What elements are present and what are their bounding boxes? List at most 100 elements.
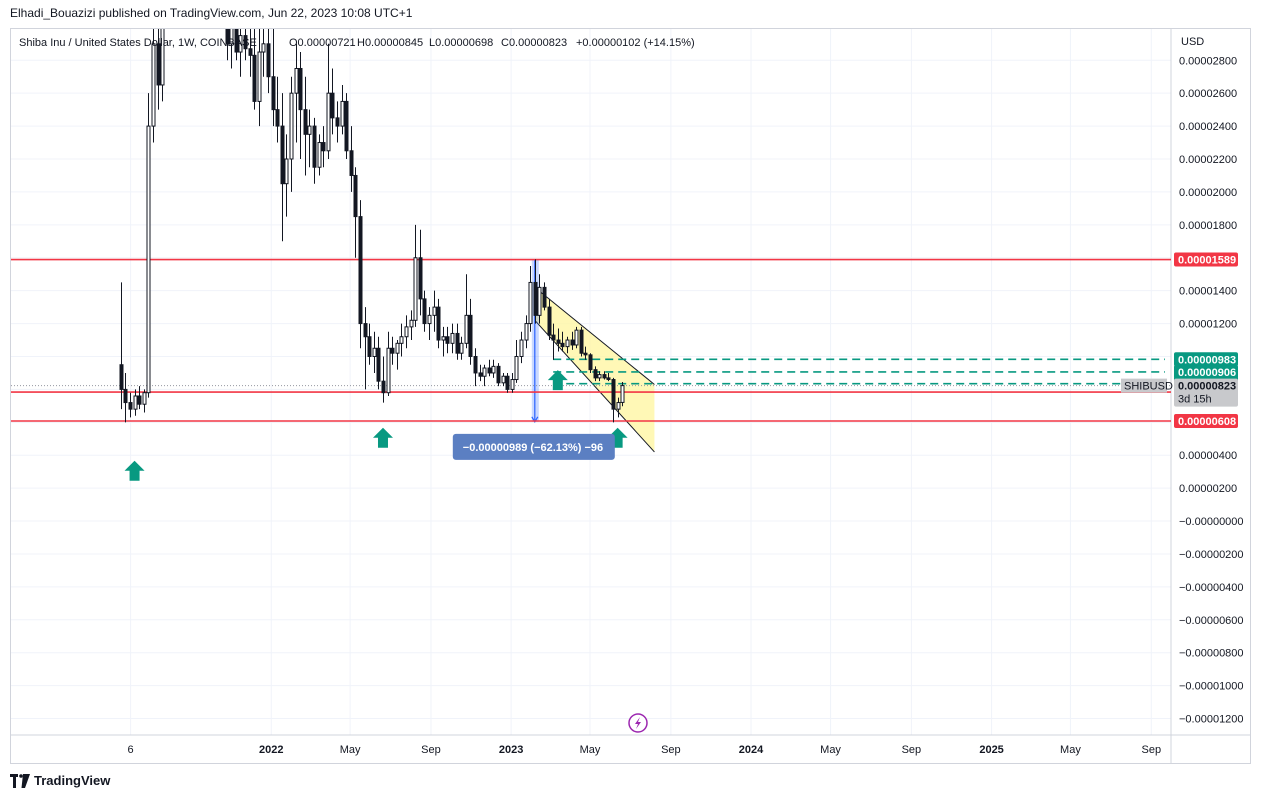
candle-body-up — [160, 29, 165, 86]
candle — [275, 76, 280, 143]
candle-body-up — [482, 367, 487, 377]
candle-body-down — [505, 375, 510, 390]
symbol-tag-bg — [1121, 378, 1167, 393]
time-tick-label: Sep — [661, 744, 681, 756]
legend-open: O0.00000721 — [289, 37, 356, 49]
candle — [473, 348, 478, 387]
candle — [344, 93, 349, 160]
candle-body-down — [570, 339, 575, 346]
candle-body-up — [574, 329, 579, 346]
candle-body-down — [496, 365, 501, 384]
candle — [399, 323, 404, 357]
candle — [376, 336, 381, 390]
candle-body-down — [266, 43, 271, 78]
price-tag-target: 0.00000906 — [1174, 364, 1238, 379]
candle-body-up — [565, 339, 570, 348]
legend-symbol-title: Shiba Inu / United States Dollar, 1W, CO… — [19, 37, 257, 49]
candle — [464, 274, 469, 349]
candle — [491, 359, 496, 378]
candle — [533, 259, 538, 324]
candle — [317, 134, 322, 176]
candle — [330, 68, 335, 135]
candle-body-down — [271, 76, 276, 111]
legend-high: H0.00000845 — [357, 37, 423, 49]
ohlc-legend: Shiba Inu / United States Dollar, 1W, CO… — [19, 37, 695, 49]
candle-body-down — [551, 334, 556, 341]
candle-body-up — [441, 336, 446, 341]
candle-body-down — [588, 354, 593, 371]
measure-label-text: −0.00000989 (−62.13%) −96 — [463, 442, 603, 454]
candle-body-down — [560, 342, 565, 348]
candle — [367, 323, 372, 365]
candle — [620, 382, 625, 407]
candle — [151, 29, 156, 143]
candle — [257, 29, 262, 127]
candle-body-up — [514, 355, 519, 381]
candle-body-down — [468, 314, 473, 357]
candle-body-up — [524, 323, 529, 341]
candle-body-down — [473, 355, 478, 374]
time-tick-label: 2023 — [499, 744, 523, 756]
candle-body-down — [542, 286, 547, 308]
current-price-text: 0.00000823 — [1178, 381, 1236, 393]
candle-body-up — [229, 29, 234, 45]
candle — [487, 359, 492, 377]
candle-body-down — [611, 379, 616, 410]
candle-body-down — [275, 109, 280, 127]
publisher-line: Elhadi_Bouazizi published on TradingView… — [10, 6, 413, 20]
price-tag-support: 0.00000608 — [1174, 414, 1238, 429]
candle — [390, 336, 395, 365]
candle-body-down — [376, 347, 381, 382]
candle-body-down — [358, 216, 363, 325]
candle — [445, 326, 450, 354]
candle-body-up — [257, 51, 262, 102]
candle — [441, 326, 446, 357]
candle — [468, 298, 473, 365]
time-tick-label: 2025 — [979, 744, 1003, 756]
candle — [303, 76, 308, 176]
candle — [294, 43, 299, 143]
candle — [156, 29, 161, 110]
grid — [11, 29, 1171, 735]
candle — [519, 331, 524, 364]
candle-body-down — [436, 306, 441, 341]
candle — [588, 353, 593, 373]
candle — [321, 126, 326, 168]
candle — [413, 224, 418, 327]
candle-body-down — [363, 323, 368, 338]
candle — [307, 109, 312, 168]
candle — [381, 356, 386, 403]
price-axis-unit: USD — [1181, 36, 1204, 48]
chart-frame[interactable]: −0.00000989 (−62.13%) −96 Shiba Inu / Uni… — [10, 28, 1251, 764]
candle-body-up — [491, 365, 496, 374]
price-tag-text: 0.00000608 — [1178, 416, 1236, 428]
candle — [524, 315, 529, 349]
candle-body-up — [151, 43, 156, 127]
candle — [556, 328, 561, 352]
candle — [478, 364, 483, 382]
candle — [602, 371, 607, 380]
candle-body-down — [349, 150, 354, 176]
candle-body-down — [390, 347, 395, 354]
candle-body-up — [413, 257, 418, 321]
price-tag-text: 0.00000983 — [1178, 354, 1236, 366]
price-tick-label: 0.00000400 — [1179, 450, 1237, 462]
candle-body-down — [547, 306, 552, 336]
candle — [459, 336, 464, 360]
candle-body-down — [579, 329, 584, 354]
candle-body-down — [367, 336, 372, 357]
candle — [510, 372, 515, 393]
candle-body-up — [284, 158, 289, 185]
candle-body-down — [225, 29, 230, 45]
candle-body-up — [146, 125, 151, 394]
candle — [482, 364, 487, 387]
candle — [335, 101, 340, 143]
candle — [551, 323, 556, 360]
candle — [137, 386, 142, 410]
price-tag-text: 0.00001589 — [1178, 255, 1236, 267]
chart-canvas[interactable]: −0.00000989 (−62.13%) −96 Shiba Inu / Uni… — [11, 29, 1250, 763]
time-axis: 6 2022 May Sep 2023 May Sep 2024 May Sep 2025 May Se… — [128, 744, 1162, 756]
candle-body-down — [445, 336, 450, 344]
candle-body-down — [583, 352, 588, 356]
